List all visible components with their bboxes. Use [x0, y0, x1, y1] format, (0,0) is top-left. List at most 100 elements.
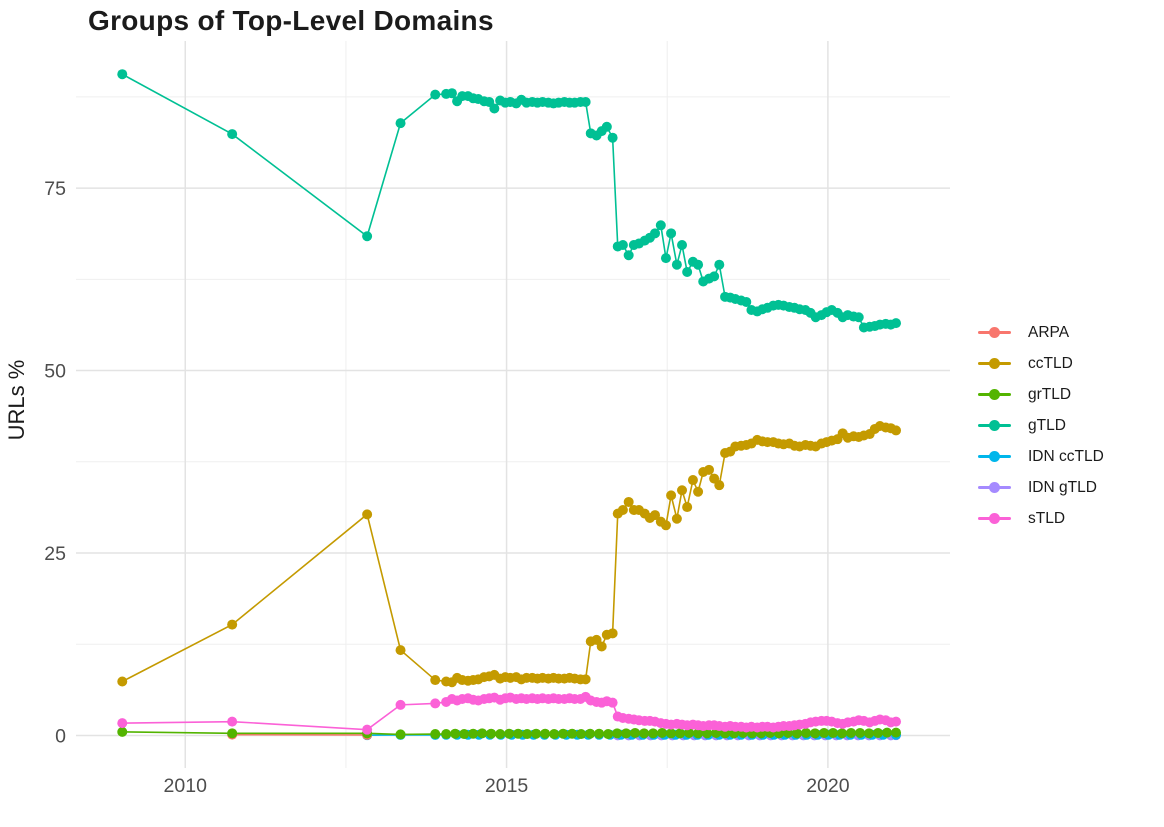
data-point-grtld — [612, 728, 623, 739]
data-point-stld — [362, 724, 373, 735]
data-point-cctld — [596, 641, 607, 652]
data-point-grtld — [855, 727, 866, 738]
data-point-grtld — [495, 729, 506, 740]
data-point-grtld — [846, 727, 857, 738]
data-point-gtld — [666, 228, 677, 239]
data-point-grtld — [603, 729, 614, 740]
legend-label: IDN gTLD — [1028, 478, 1097, 496]
legend: ARPA ccTLD grTLD gTLD IDN ccTLD IDN gTLD sTLD — [978, 317, 1104, 534]
data-point-stld — [891, 716, 902, 727]
data-point-grtld — [450, 728, 461, 739]
data-point-gtld — [709, 271, 720, 282]
legend-key-dot — [989, 389, 1000, 400]
legend-key-dot — [989, 420, 1000, 431]
data-point-gtld — [580, 96, 591, 107]
x-tick-label: 2015 — [485, 775, 529, 797]
data-point-cctld — [395, 645, 406, 656]
data-point-grtld — [792, 728, 803, 739]
legend-label: ccTLD — [1028, 354, 1073, 372]
legend-item-idn-cctld: IDN ccTLD — [978, 441, 1104, 472]
y-tick-label: 0 — [55, 726, 66, 748]
chart-title: Groups of Top-Level Domains — [88, 5, 494, 36]
data-point-grtld — [531, 728, 542, 739]
series-stld — [117, 691, 902, 735]
y-tick-label: 50 — [44, 361, 66, 383]
data-point-grtld — [882, 727, 893, 738]
data-point-grtld — [630, 727, 641, 738]
data-point-grtld — [828, 727, 839, 738]
data-point-grtld — [504, 728, 515, 739]
x-tick-label: 2020 — [806, 775, 850, 797]
data-point-cctld — [660, 520, 671, 531]
data-point-grtld — [459, 729, 470, 740]
legend-key-line — [978, 420, 1011, 431]
data-point-cctld — [117, 676, 128, 687]
data-point-grtld — [837, 728, 848, 739]
data-point-grtld — [486, 728, 497, 739]
legend-label: IDN ccTLD — [1028, 447, 1104, 465]
data-point-gtld — [671, 259, 682, 270]
data-point-grtld — [576, 729, 587, 740]
legend-key-line — [978, 451, 1011, 462]
data-point-cctld — [714, 480, 725, 491]
data-point-grtld — [227, 728, 238, 739]
data-point-stld — [607, 697, 618, 708]
legend-item-gtld: gTLD — [978, 410, 1104, 441]
data-point-stld — [227, 716, 238, 727]
data-point-grtld — [430, 729, 441, 740]
data-point-grtld — [873, 727, 884, 738]
data-point-grtld — [567, 728, 578, 739]
data-point-grtld — [549, 729, 560, 740]
legend-label: grTLD — [1028, 385, 1072, 403]
data-point-grtld — [117, 726, 128, 737]
series-grtld — [117, 726, 902, 740]
data-point-gtld — [660, 253, 671, 264]
data-point-gtld — [682, 267, 693, 278]
data-point-stld — [395, 699, 406, 710]
data-point-gtld — [677, 240, 688, 251]
data-point-grtld — [801, 727, 812, 738]
data-point-grtld — [441, 729, 452, 740]
data-point-grtld — [675, 728, 686, 739]
legend-key-dot — [989, 482, 1000, 493]
legend-key-line — [978, 513, 1011, 524]
data-point-grtld — [522, 729, 533, 740]
data-point-cctld — [677, 485, 688, 496]
legend-key-dot — [989, 513, 1000, 524]
data-point-gtld — [714, 259, 725, 270]
data-point-cctld — [650, 510, 661, 521]
data-point-grtld — [810, 728, 821, 739]
legend-key-dot — [989, 327, 1000, 338]
data-point-cctld — [580, 674, 591, 685]
data-point-grtld — [468, 728, 479, 739]
data-point-gtld — [741, 296, 752, 307]
data-point-gtld — [489, 103, 500, 114]
data-point-grtld — [666, 728, 677, 739]
data-point-cctld — [682, 502, 693, 513]
data-point-cctld — [623, 496, 634, 507]
legend-key-dot — [989, 451, 1000, 462]
legend-label: gTLD — [1028, 416, 1066, 434]
series-line-gtld — [121, 73, 897, 329]
legend-key-line — [978, 327, 1011, 338]
data-point-grtld — [395, 729, 406, 740]
data-point-cctld — [362, 509, 373, 520]
legend-item-arpa: ARPA — [978, 317, 1104, 348]
data-point-cctld — [607, 628, 618, 639]
y-tick-label: 75 — [44, 178, 66, 200]
data-point-grtld — [639, 728, 650, 739]
data-point-grtld — [819, 727, 830, 738]
data-point-cctld — [704, 464, 715, 475]
data-point-grtld — [540, 728, 551, 739]
data-point-gtld — [446, 88, 457, 99]
data-point-gtld — [650, 228, 661, 239]
series-gtld — [117, 69, 902, 333]
series-arpa — [227, 729, 373, 740]
data-point-grtld — [585, 728, 596, 739]
data-point-gtld — [655, 220, 666, 231]
data-point-gtld — [601, 121, 612, 132]
data-point-gtld — [395, 118, 406, 129]
data-point-grtld — [594, 728, 605, 739]
